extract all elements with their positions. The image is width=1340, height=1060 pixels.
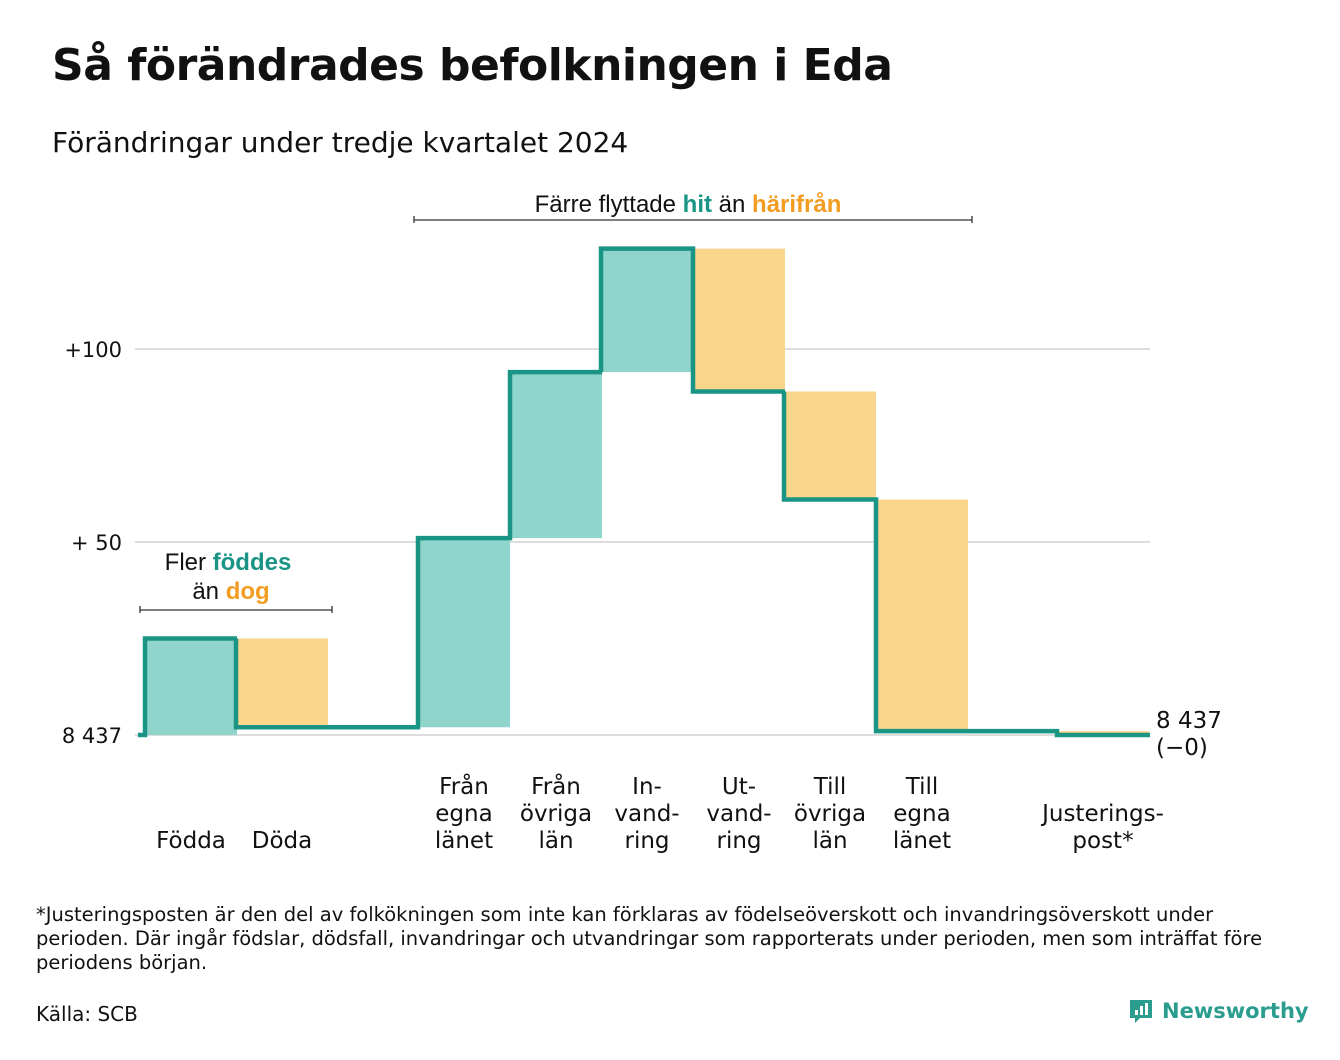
cumulative-step-line	[138, 246, 1150, 738]
source-label: Källa: SCB	[36, 1002, 138, 1026]
y-tick-label: + 50	[71, 531, 122, 555]
x-tick-label: Döda	[252, 828, 312, 854]
x-tick-label: Från övriga län	[520, 772, 592, 854]
x-tick-label: Till övriga län	[794, 774, 866, 854]
y-axis-labels: 8 437 + 50 +100 8 437 (−0)	[62, 338, 1222, 761]
births-bracket	[139, 606, 333, 613]
chart-title: Så förändrades befolkningen i Eda	[52, 40, 893, 91]
x-tick-label: In-vand-ring	[614, 774, 679, 854]
footnote: *Justeringsposten är den del av folkökni…	[36, 903, 1263, 974]
bars	[145, 248, 1149, 735]
births-annotation-line2: än dog	[192, 578, 269, 605]
x-tick-label: Ut-vand-ring	[706, 774, 771, 854]
migration-bracket	[413, 216, 973, 223]
bar-outflow	[784, 391, 876, 500]
end-value-label: 8 437 (−0)	[1156, 708, 1222, 761]
births-annotation-line1: Fler föddes	[165, 549, 292, 576]
bar-inflow	[601, 248, 693, 373]
x-tick-label: Födda	[156, 828, 226, 854]
bar-inflow	[145, 638, 237, 735]
bar-outflow	[693, 248, 785, 392]
newsworthy-logo-icon	[1130, 1000, 1152, 1023]
bar-inflow	[510, 372, 602, 539]
x-tick-label: Från egna länet	[435, 772, 493, 854]
x-axis-labels: Födda Döda Från egna länet Från övriga län In-va…	[156, 772, 1164, 854]
y-tick-label: 8 437	[62, 724, 122, 748]
waterfall-chart: 8 437 + 50 +100 8 437 (−0) Födda Döda Från egna…	[62, 191, 1222, 854]
step-line	[138, 246, 1150, 738]
brand-name: Newsworthy	[1162, 999, 1309, 1023]
x-tick-label: Justerings-post*	[1040, 801, 1164, 854]
bar-outflow	[876, 499, 968, 732]
bar-inflow	[418, 538, 510, 728]
brand-logo: Newsworthy	[1128, 998, 1309, 1024]
y-tick-label: +100	[64, 338, 122, 362]
bar-outflow	[236, 638, 328, 728]
x-tick-label: Till egna länet	[893, 774, 951, 854]
migration-annotation: Färre flyttade hit än härifrån	[535, 191, 842, 218]
chart-subtitle: Förändringar under tredje kvartalet 2024	[52, 126, 629, 159]
